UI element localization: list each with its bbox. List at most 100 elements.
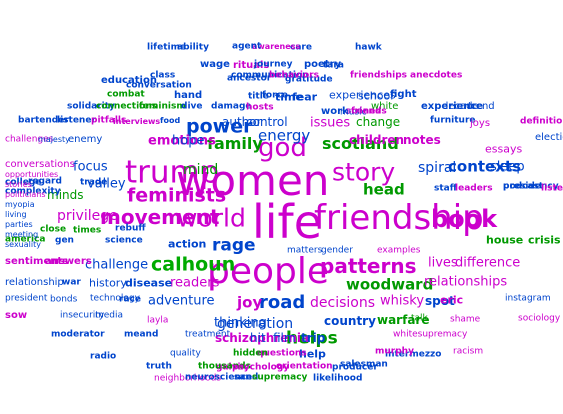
word-lives: lives bbox=[428, 255, 458, 271]
word-scotland: scotland bbox=[322, 134, 399, 153]
word-women: women bbox=[176, 156, 330, 205]
word-energy: energy bbox=[258, 126, 311, 145]
word-pitfalls: pitfalls bbox=[91, 115, 127, 126]
word-god: god bbox=[258, 133, 307, 163]
word-contexts: contexts bbox=[448, 157, 521, 176]
word-whitesupremacy: whitesupremacy bbox=[393, 329, 468, 340]
word-white: white bbox=[371, 101, 399, 112]
word-trend: trend bbox=[468, 101, 495, 112]
word-music: music bbox=[340, 107, 367, 118]
word-conversation: conversation bbox=[126, 80, 192, 91]
word-definitions: definitions bbox=[520, 116, 563, 127]
word-murphy: murphy bbox=[375, 346, 414, 357]
word-world: world bbox=[177, 203, 246, 233]
word-enemy: enemy bbox=[68, 134, 103, 145]
word-joys: joys bbox=[470, 118, 491, 129]
word-hosts: hosts bbox=[246, 102, 274, 113]
word-warfare: warfare bbox=[377, 313, 430, 327]
word-anecdotes: anecdotes bbox=[410, 70, 463, 81]
word-racism: racism bbox=[453, 346, 484, 357]
word-podcast: podcast bbox=[503, 181, 544, 192]
word-eric: eric bbox=[440, 293, 464, 307]
word-sociology: sociology bbox=[518, 313, 561, 324]
word-hidden: hidden bbox=[233, 348, 268, 359]
word-challenge: challenge bbox=[85, 257, 149, 273]
word-trip: trip bbox=[301, 331, 326, 345]
word-media: media bbox=[95, 310, 124, 321]
word-emotions: emotions bbox=[148, 133, 216, 149]
word-head: head bbox=[363, 180, 405, 199]
word-notes: notes bbox=[403, 133, 441, 147]
word-awareness: awareness bbox=[252, 42, 301, 51]
word-majesty: majesty bbox=[38, 135, 70, 144]
word-matters: matters bbox=[287, 245, 323, 256]
word-title: title bbox=[248, 91, 269, 102]
word-race: race bbox=[119, 294, 141, 305]
word-bartender: bartender bbox=[18, 115, 69, 126]
word-leaders: leaders bbox=[455, 183, 493, 194]
word-war: war bbox=[62, 277, 81, 288]
word-questions: questions bbox=[257, 348, 307, 359]
word-hit: hit bbox=[250, 331, 266, 345]
word-care: care bbox=[290, 42, 312, 53]
word-challenges: challenges bbox=[5, 134, 54, 145]
word-thousands: thousands bbox=[198, 361, 251, 372]
word-producer: producer bbox=[332, 362, 378, 373]
word-relationships: relationships bbox=[424, 274, 508, 290]
word-time: time bbox=[275, 90, 303, 104]
word-decade: decade bbox=[442, 101, 479, 112]
word-readers: readers bbox=[170, 275, 220, 291]
word-children: children bbox=[349, 133, 405, 147]
word-likelihood: likelihood bbox=[313, 373, 363, 384]
word-sand: sand bbox=[234, 372, 259, 383]
word-sentiments: sentiments bbox=[5, 256, 69, 267]
word-america: america bbox=[5, 234, 46, 245]
word-family: family bbox=[207, 134, 263, 153]
word-change: change bbox=[356, 115, 401, 129]
word-sleep: sleep bbox=[490, 159, 525, 175]
word-times: times bbox=[73, 225, 102, 236]
word-story: story bbox=[332, 157, 396, 187]
word-schizophrenia: schizophrenia bbox=[215, 331, 310, 345]
word-orientation: orientation bbox=[276, 361, 333, 372]
word-difference: difference bbox=[455, 255, 521, 271]
word-science: science bbox=[105, 235, 143, 246]
word-focus: focus bbox=[73, 159, 108, 175]
word-house: house bbox=[486, 233, 524, 247]
word-rebuff: rebuff bbox=[115, 223, 146, 234]
word-essays: essays bbox=[485, 142, 523, 156]
word-film: film bbox=[273, 331, 296, 345]
word-thinking: thinking bbox=[214, 315, 267, 331]
word-power: power bbox=[186, 115, 253, 138]
word-class: class bbox=[150, 70, 176, 81]
word-regard: regard bbox=[28, 176, 62, 187]
word-ability: ability bbox=[177, 42, 209, 53]
word-politicians: politicians bbox=[5, 190, 46, 199]
word-patterns: patterns bbox=[320, 254, 417, 278]
word-election: election bbox=[535, 132, 563, 143]
word-generation: generation bbox=[217, 316, 294, 332]
word-rituals: rituals bbox=[233, 60, 270, 71]
word-layla: layla bbox=[147, 315, 169, 326]
word-radio: radio bbox=[90, 351, 117, 362]
word-force: force bbox=[262, 90, 288, 101]
word-scenes: scenes bbox=[346, 106, 381, 117]
word-trade: trade bbox=[80, 177, 108, 188]
word-action: action bbox=[168, 237, 207, 251]
word-examples: examples bbox=[377, 245, 421, 256]
word-adventure: adventure bbox=[148, 293, 215, 309]
word-valley: valley bbox=[87, 176, 126, 192]
word-meand: meand bbox=[124, 329, 159, 340]
word-minds: minds bbox=[47, 188, 84, 202]
word-dive: dive bbox=[181, 101, 203, 112]
word-woodward: woodward bbox=[346, 275, 434, 294]
word-journey: journey bbox=[254, 59, 293, 70]
word-spiral: spiral bbox=[418, 160, 457, 176]
word-listeners: listeners bbox=[541, 183, 563, 194]
word-connections: connections bbox=[96, 101, 158, 112]
word-decisions: decisions bbox=[310, 295, 376, 311]
word-truth: truth bbox=[146, 361, 172, 372]
word-salesman: salesman bbox=[340, 359, 388, 370]
word-helps: helps bbox=[286, 328, 338, 349]
word-disease: disease bbox=[125, 276, 173, 290]
